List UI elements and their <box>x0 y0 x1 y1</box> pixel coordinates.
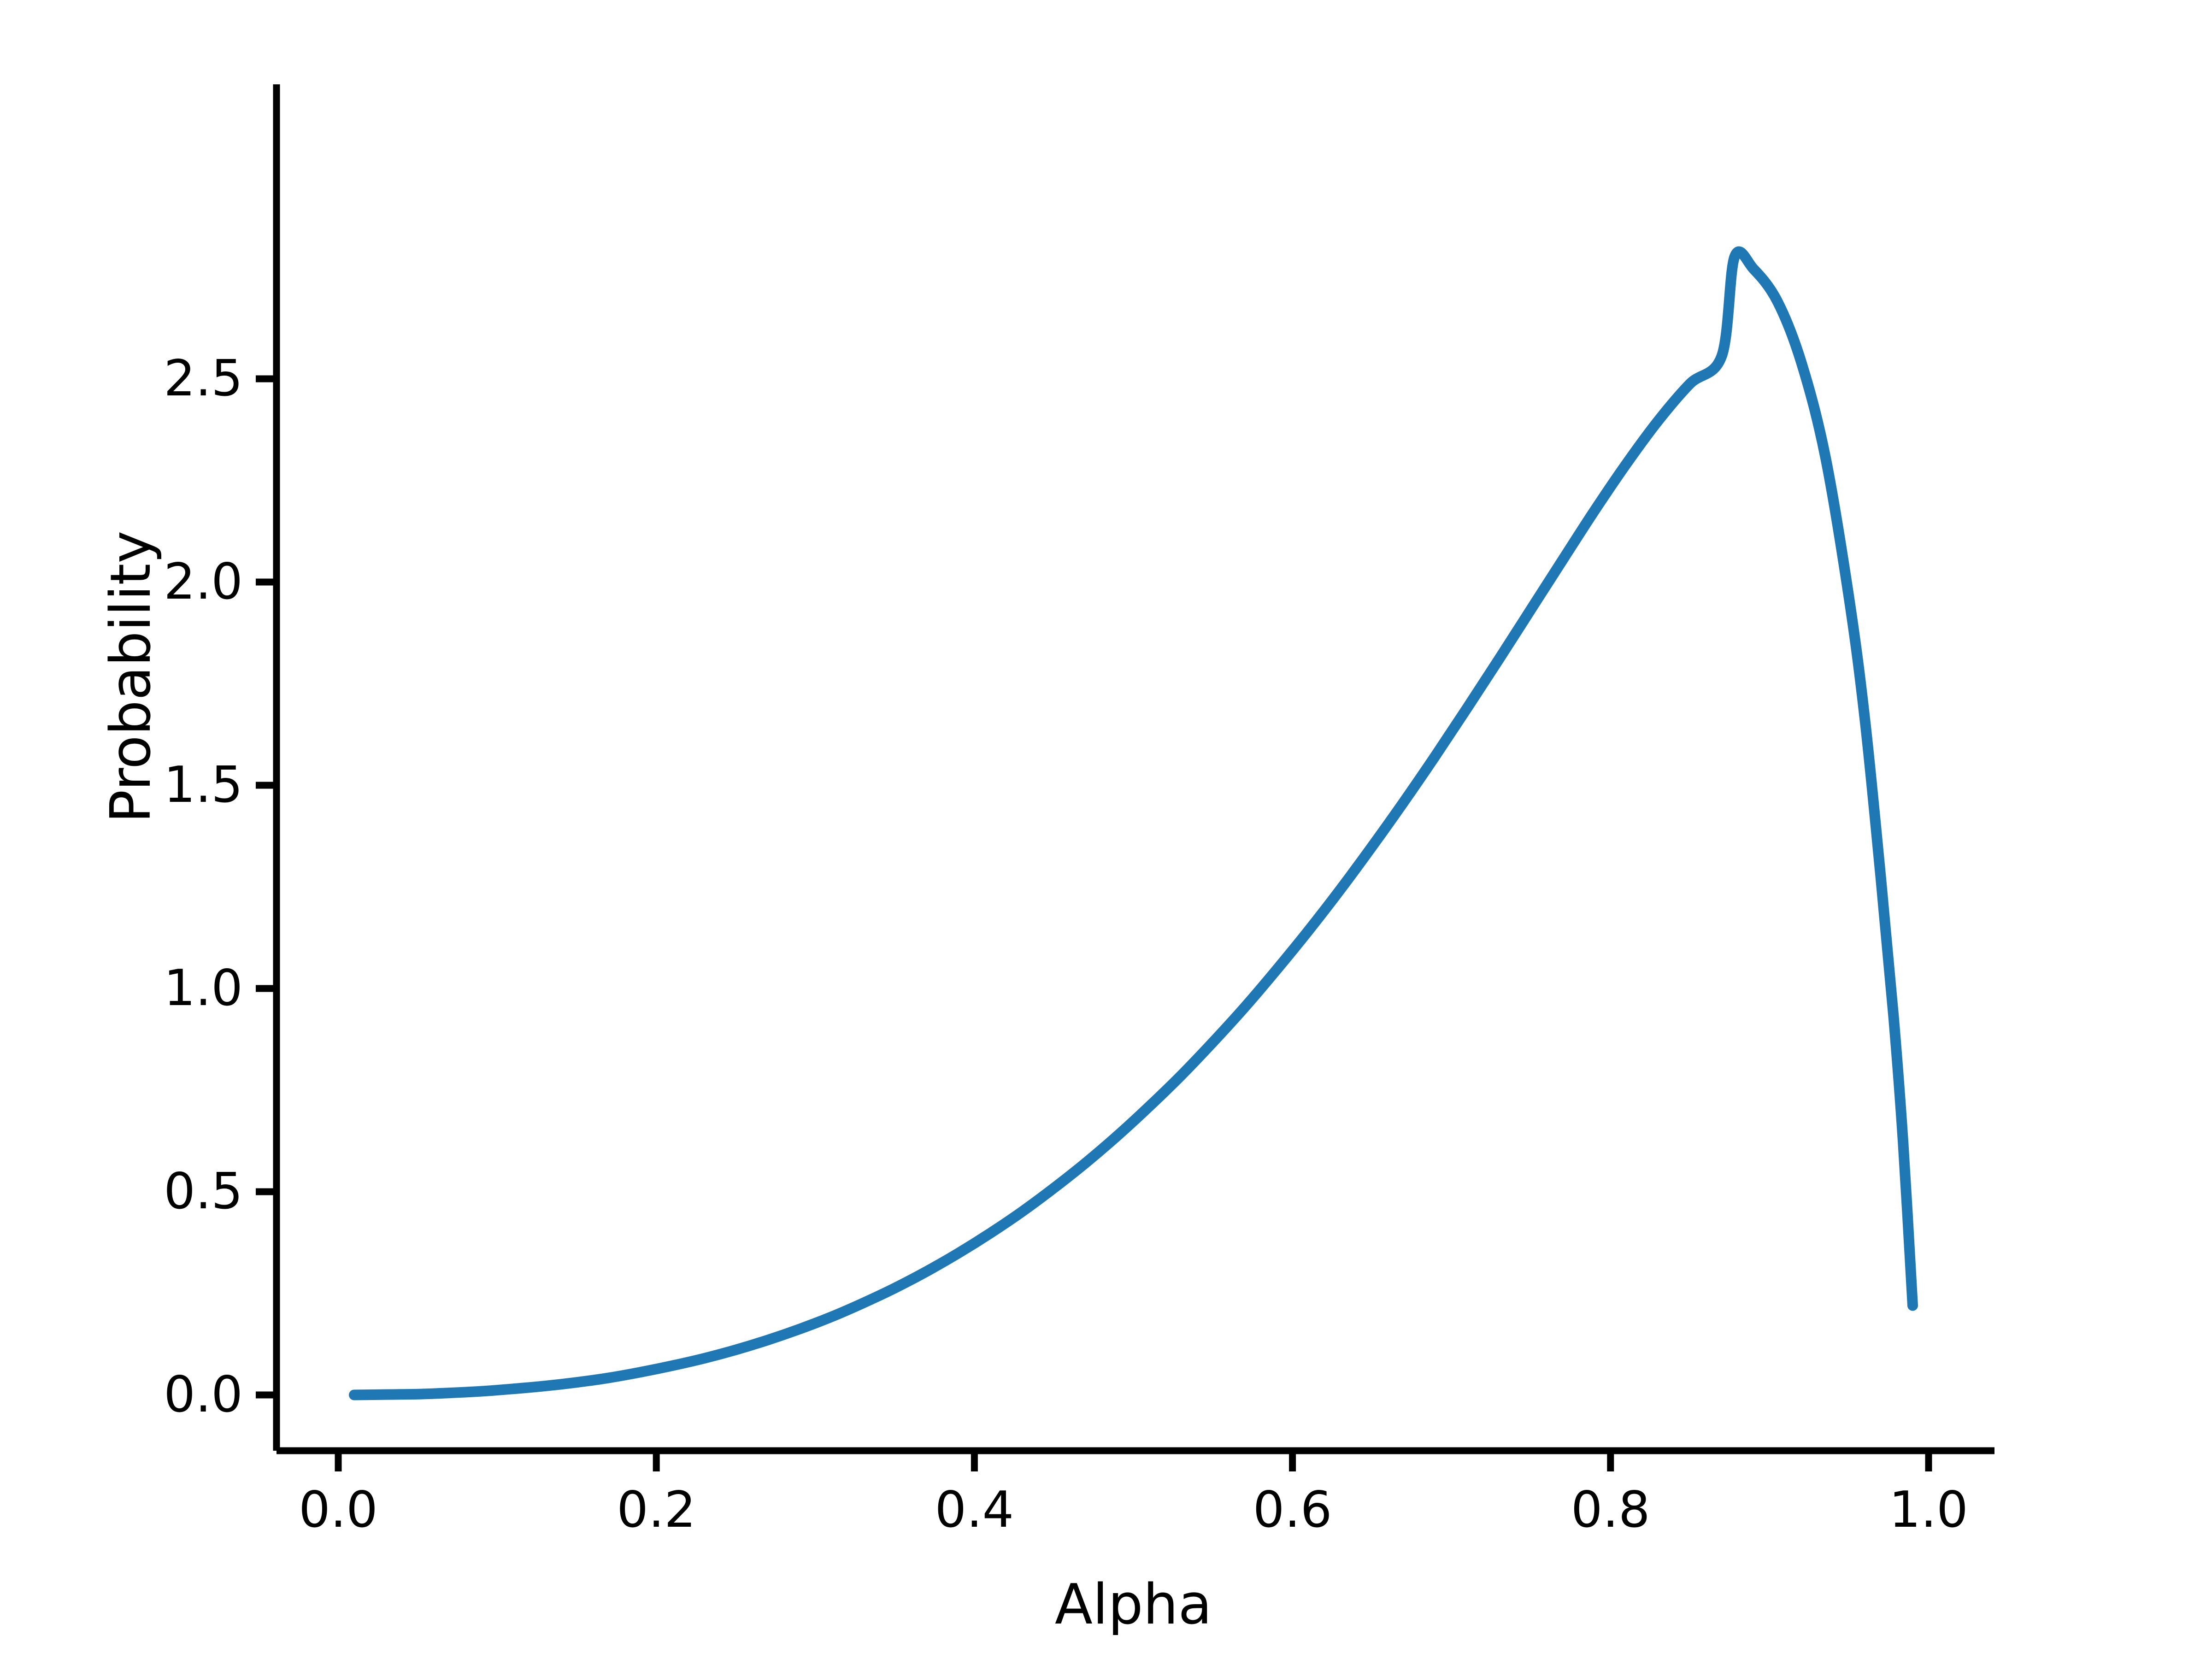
y-axis-label: Probability <box>99 530 163 823</box>
x-axis-label: Alpha <box>1054 1573 1212 1637</box>
y-tick-label: 0.0 <box>164 1366 243 1424</box>
x-axis-ticks <box>335 1451 1932 1471</box>
y-tick-label: 2.5 <box>164 350 243 407</box>
y-tick-label: 1.5 <box>164 756 243 814</box>
x-tick-label: 0.6 <box>1253 1481 1332 1539</box>
y-tick-label: 1.0 <box>164 959 243 1017</box>
x-tick-label: 0.0 <box>299 1481 378 1539</box>
x-tick-label: 1.0 <box>1889 1481 1968 1539</box>
data-line-probability <box>349 246 1918 1400</box>
x-tick-label: 0.4 <box>935 1481 1014 1539</box>
y-axis-ticks <box>256 375 276 1399</box>
x-tick-label: 0.8 <box>1571 1481 1650 1539</box>
y-tick-label: 2.0 <box>164 553 243 611</box>
y-tick-label: 0.5 <box>164 1163 243 1220</box>
x-tick-label: 0.2 <box>617 1481 696 1539</box>
